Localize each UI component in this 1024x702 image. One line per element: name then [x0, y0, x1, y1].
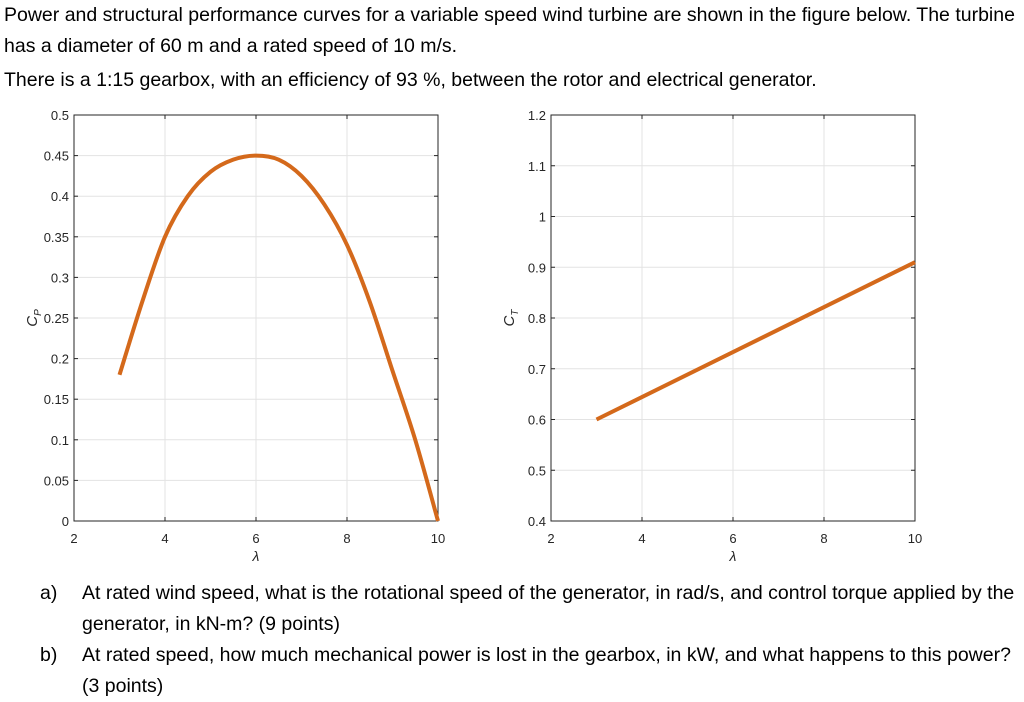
ct-xtick-label: 2	[547, 531, 554, 546]
ct-xtick-label: 10	[908, 531, 922, 546]
cp-xtick-label: 2	[70, 531, 77, 546]
ct-ytick-label: 0.9	[528, 260, 546, 275]
cp-ytick-label: 0.25	[44, 311, 69, 326]
ct-xlabel: λ	[729, 548, 737, 564]
ct-ytick-label: 1.1	[528, 159, 546, 174]
ct-ytick-label: 0.7	[528, 362, 546, 377]
cp-xtick-label: 6	[252, 531, 259, 546]
cp-ytick-label: 0.15	[44, 392, 69, 407]
ct-xtick-label: 4	[638, 531, 645, 546]
intro-paragraph-2: There is a 1:15 gearbox, with an efficie…	[4, 69, 817, 91]
ct-ytick-label: 1.2	[528, 108, 546, 123]
cp-ytick-label: 0.5	[51, 108, 69, 123]
question-a-text: At rated wind speed, what is the rotatio…	[82, 582, 1015, 635]
cp-ytick-label: 0.1	[51, 433, 69, 448]
ct-ytick-label: 0.5	[528, 463, 546, 478]
cp-ylabel: CP	[24, 309, 44, 327]
cp-ytick-label: 0.3	[51, 270, 69, 285]
ct-ylabel: CT	[501, 309, 521, 327]
cp-xtick-label: 4	[161, 531, 168, 546]
performance-charts: 2 4 6 8 10 0 0.05 0.1 0.15 0.2 0.25 0.3 0.35 0.4 0.45 0…	[24, 108, 922, 564]
problem-statement: Power and structural performance curves …	[4, 0, 1020, 96]
cp-curve	[117, 153, 440, 522]
question-b-text: At rated speed, how much mechanical powe…	[82, 644, 1011, 697]
cp-ytick-label: 0.2	[51, 352, 69, 367]
cp-ytick-label: 0	[62, 514, 69, 529]
cp-xlabel: λ	[252, 548, 260, 564]
cp-ytick-label: 0.35	[44, 230, 69, 245]
cp-ytick-label: 0.45	[44, 149, 69, 164]
question-b: b) At rated speed, how much mechanical p…	[40, 640, 1015, 702]
question-b-label: b)	[40, 644, 58, 666]
cp-chart: 2 4 6 8 10 0 0.05 0.1 0.15 0.2 0.25 0.3 0.35 0.4 0.45 0…	[24, 108, 445, 564]
question-a-label: a)	[40, 582, 58, 604]
intro-paragraph-1: Power and structural performance curves …	[4, 4, 1015, 57]
ct-curve	[595, 260, 916, 422]
ct-xtick-label: 6	[729, 531, 736, 546]
cp-ytick-label: 0.05	[44, 473, 69, 488]
cp-xtick-label: 10	[431, 531, 445, 546]
ct-ytick-label: 0.4	[528, 514, 546, 529]
cp-ytick-label: 0.4	[51, 189, 69, 204]
questions: a) At rated wind speed, what is the rota…	[40, 578, 1015, 702]
ct-ytick-label: 0.8	[528, 311, 546, 326]
ct-chart: 2 4 6 8 10 0.4 0.5 0.6 0.7 0.8 0.9 1 1.1 1.2 λ CT	[501, 108, 922, 564]
ct-xtick-label: 8	[820, 531, 827, 546]
ct-ytick-label: 1	[539, 210, 546, 225]
question-a: a) At rated wind speed, what is the rota…	[40, 578, 1015, 640]
cp-xtick-label: 8	[343, 531, 350, 546]
ct-ytick-label: 0.6	[528, 413, 546, 428]
